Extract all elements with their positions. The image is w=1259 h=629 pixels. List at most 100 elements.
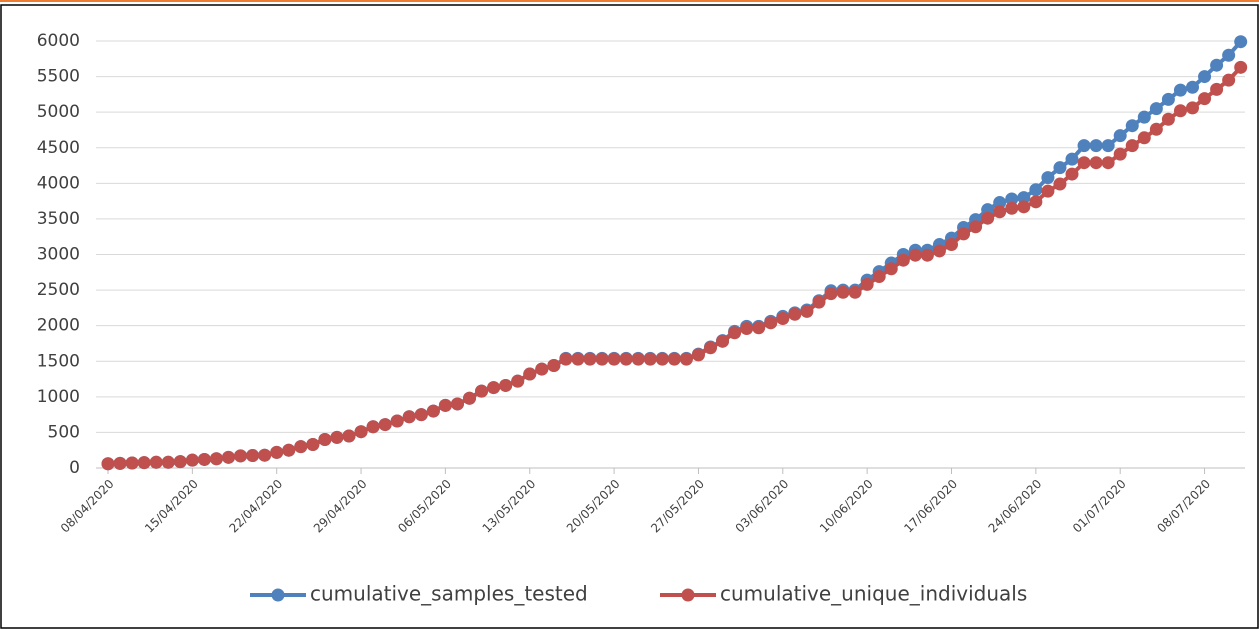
y-tick-label: 5000 <box>37 102 80 122</box>
data-point <box>1234 60 1248 74</box>
data-point <box>258 448 272 462</box>
data-point <box>993 205 1007 219</box>
x-tick-label: 03/06/2020 <box>733 477 792 536</box>
y-tick-label: 0 <box>69 458 80 478</box>
y-tick-label: 4500 <box>37 138 80 158</box>
data-point <box>667 352 681 366</box>
x-tick-label: 06/05/2020 <box>395 477 454 536</box>
data-point <box>1125 119 1139 133</box>
data-point <box>402 410 416 424</box>
series-line <box>107 40 1243 466</box>
data-point <box>354 425 368 439</box>
data-point <box>1077 139 1091 153</box>
data-point <box>246 449 260 463</box>
data-point <box>1101 139 1115 153</box>
y-tick-label: 1000 <box>37 387 80 407</box>
data-point <box>1186 80 1199 94</box>
data-point <box>1161 112 1175 126</box>
data-point <box>1210 82 1224 96</box>
data-point <box>330 430 344 444</box>
data-point <box>535 362 549 376</box>
data-point <box>1161 92 1175 106</box>
data-point <box>523 367 537 381</box>
y-tick-label: 1500 <box>37 351 80 371</box>
data-point <box>969 220 983 234</box>
data-point <box>1198 92 1212 106</box>
data-point <box>1222 73 1236 87</box>
data-point <box>1149 122 1163 136</box>
data-point <box>366 420 380 434</box>
data-point <box>1149 102 1163 116</box>
y-tick-label: 5500 <box>37 67 80 87</box>
data-point <box>559 352 573 366</box>
data-point <box>270 445 284 459</box>
data-point <box>1029 195 1043 209</box>
data-point <box>1005 192 1019 206</box>
data-point <box>872 270 886 284</box>
data-point <box>764 316 778 330</box>
data-point <box>306 438 320 452</box>
data-point <box>125 456 139 470</box>
data-point <box>1089 139 1103 153</box>
data-point <box>390 414 404 428</box>
x-tick-label: 17/06/2020 <box>901 477 960 536</box>
data-point <box>1234 35 1248 49</box>
x-tick-label: 13/05/2020 <box>480 477 539 536</box>
data-point <box>788 307 802 321</box>
data-point <box>1137 131 1151 145</box>
x-tick-label: 24/06/2020 <box>986 477 1045 536</box>
data-point <box>1210 58 1224 72</box>
y-tick-label: 4000 <box>37 173 80 193</box>
data-point <box>547 359 561 373</box>
data-point <box>113 456 127 470</box>
data-point <box>800 304 814 318</box>
data-point <box>1186 101 1199 115</box>
data-point <box>197 452 211 466</box>
data-point <box>619 352 633 366</box>
data-point <box>1017 191 1031 205</box>
data-point <box>1137 110 1151 124</box>
data-point <box>908 248 922 262</box>
top-bar <box>0 0 1259 2</box>
data-point <box>607 352 621 366</box>
y-tick-label: 2000 <box>37 316 80 336</box>
data-point <box>1029 183 1043 197</box>
data-point <box>1089 156 1103 170</box>
data-point <box>137 456 151 470</box>
data-point <box>1222 48 1236 62</box>
data-point <box>1198 70 1212 84</box>
data-point <box>487 381 501 395</box>
data-point <box>643 352 657 366</box>
data-point <box>932 244 946 258</box>
x-tick-label: 29/04/2020 <box>311 477 370 536</box>
data-point <box>438 398 452 412</box>
data-point <box>691 348 705 362</box>
data-point <box>860 277 874 291</box>
data-point <box>342 429 356 443</box>
legend-marker <box>271 588 285 602</box>
data-point <box>1017 200 1031 214</box>
x-tick-label: 22/04/2020 <box>226 477 285 536</box>
y-tick-label: 3000 <box>37 245 80 265</box>
data-point <box>1113 129 1127 143</box>
data-point <box>173 455 187 469</box>
data-point <box>511 374 525 388</box>
data-point <box>209 452 223 466</box>
data-point <box>1173 83 1187 97</box>
data-point <box>824 287 838 301</box>
series-line <box>107 65 1243 466</box>
legend-marker <box>681 588 695 602</box>
x-tick-label: 08/04/2020 <box>58 477 117 536</box>
data-point <box>149 455 163 469</box>
data-point <box>1113 147 1127 161</box>
data-point <box>957 227 971 241</box>
data-point <box>101 457 115 471</box>
data-point <box>571 352 585 366</box>
data-point <box>945 238 958 252</box>
data-point <box>475 384 489 398</box>
data-point <box>1041 171 1055 185</box>
data-point <box>450 397 464 411</box>
data-point <box>1173 104 1187 118</box>
data-point <box>463 391 476 405</box>
data-point <box>655 352 669 366</box>
